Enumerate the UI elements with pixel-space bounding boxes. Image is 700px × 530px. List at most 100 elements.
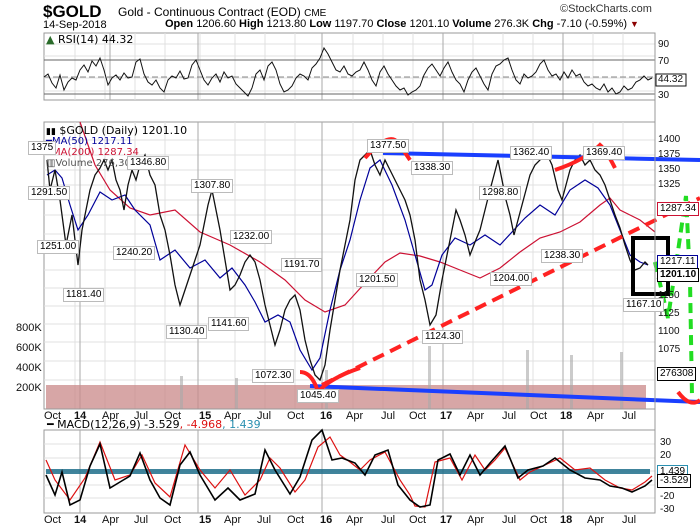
- x-tick: Jul: [502, 514, 517, 526]
- price-annotation: 1362.40: [510, 146, 553, 160]
- chart-date: 14-Sep-2018: [43, 19, 107, 31]
- x-tick: Jul: [257, 410, 272, 422]
- x-tick: 18: [560, 514, 573, 526]
- volume-value-tag: 276308: [657, 367, 697, 381]
- ma50-value-tag: 1217.11: [657, 255, 699, 269]
- close-label: Close: [376, 18, 407, 30]
- x-tick: 15: [199, 514, 212, 526]
- x-tick: Apr: [587, 410, 605, 422]
- instrument-name-text: Gold - Continuous Contract (EOD): [118, 5, 301, 19]
- brand-label: ©StockCharts.com: [560, 3, 652, 15]
- x-tick: Jul: [502, 410, 517, 422]
- price-annotation: 1377.50: [367, 139, 410, 153]
- price-annotation: 1072.30: [252, 369, 295, 383]
- x-tick: Apr: [467, 410, 485, 422]
- x-tick: Jul: [134, 514, 149, 526]
- svg-text:-30: -30: [660, 504, 675, 515]
- svg-text:30: 30: [660, 437, 672, 448]
- x-tick: Oct: [164, 514, 182, 526]
- volume-tick: 200K: [16, 382, 42, 394]
- low-value: 1197.70: [334, 18, 374, 30]
- exchange-label: CME: [304, 8, 327, 19]
- price-annotation: 1346.80: [127, 156, 170, 170]
- price-annotation: 1298.80: [479, 186, 522, 200]
- price-annotation: 1141.60: [208, 317, 250, 331]
- price-annotation: 1045.40: [297, 389, 340, 403]
- price-annotation: 1251.00: [37, 240, 80, 254]
- macd-legend: ━ MACD(12,26,9) -3.529, -4.968, 1.439: [47, 418, 261, 431]
- svg-text:-20: -20: [660, 491, 675, 502]
- y-tick: 1350: [658, 164, 681, 175]
- price-annotation: 1240.20: [113, 246, 156, 260]
- x-tick: Jul: [381, 410, 396, 422]
- volume-axis: 800K 600K 400K 200K: [16, 318, 42, 398]
- x-tick: 17: [440, 514, 453, 526]
- price-y-axis-lower: 1150 1125 1100 1075: [658, 287, 680, 359]
- volume-tick: 600K: [16, 342, 42, 354]
- chg-label: Chg: [532, 18, 554, 30]
- left-price-tag: 1375: [28, 141, 57, 155]
- volume-tick: 400K: [16, 362, 42, 374]
- price-legend-text: $GOLD (Daily) 1201.10: [59, 124, 188, 137]
- price-y-axis: 1400 1375 1350 1325: [658, 132, 680, 192]
- x-tick: 16: [320, 410, 333, 422]
- ma50-legend-text: MA(50) 1217.11: [52, 136, 133, 147]
- x-tick: Oct: [287, 410, 305, 422]
- x-tick: Oct: [409, 514, 427, 526]
- macd-panel: 30 20 10 -20 -30: [43, 428, 675, 515]
- rsi-mountain-icon: ▲: [46, 33, 55, 46]
- x-tick: 18: [560, 410, 573, 422]
- green-projection: [653, 195, 694, 397]
- price-annotation: 1307.80: [191, 179, 234, 193]
- y-tick: 1075: [658, 344, 681, 355]
- red-dashed-trendline: [321, 196, 700, 387]
- price-annotation: 1369.40: [583, 146, 626, 160]
- volume-value: 276.3K: [494, 18, 530, 30]
- open-label: Open: [165, 18, 194, 30]
- low-label: Low: [309, 18, 332, 30]
- rsi-legend: ▲ RSI(14) 44.32: [46, 33, 133, 46]
- ma200-legend-text: MA(200) 1287.34: [52, 147, 139, 158]
- x-tick: Oct: [530, 410, 548, 422]
- x-tick: Jul: [622, 514, 637, 526]
- down-arrow-icon: ▼: [630, 19, 639, 29]
- svg-text:30: 30: [658, 90, 670, 101]
- y-tick: 1375: [658, 149, 681, 160]
- volume-bars-icon: ▥: [46, 158, 56, 169]
- x-tick: Apr: [224, 514, 242, 526]
- svg-text:90: 90: [658, 39, 670, 50]
- symbol-title: $GOLD: [43, 2, 102, 21]
- x-tick: Oct: [44, 410, 62, 422]
- instrument-name: Gold - Continuous Contract (EOD) CME: [118, 5, 326, 19]
- y-tick: 1125: [658, 308, 680, 319]
- price-annotation: 1124.30: [422, 330, 464, 344]
- x-tick: Oct: [409, 410, 427, 422]
- open-value: 1206.60: [196, 18, 236, 30]
- price-annotation: 1291.50: [28, 186, 71, 200]
- x-tick: Apr: [102, 514, 120, 526]
- rsi-legend-text: RSI(14) 44.32: [57, 33, 134, 46]
- price-annotation: 1167.10: [623, 298, 665, 312]
- ma200-value-tag: 1287.34: [657, 202, 700, 216]
- price-annotation: 1238.30: [541, 249, 584, 263]
- y-tick: 1100: [658, 326, 680, 337]
- price-annotation: 1201.50: [356, 273, 399, 287]
- volume-tick: 800K: [16, 322, 42, 334]
- rsi-panel: 90 70 30: [43, 32, 687, 101]
- chg-value: -7.10 (-0.59%): [556, 18, 627, 30]
- x-tick: Apr: [587, 514, 605, 526]
- x-tick: Apr: [346, 514, 364, 526]
- price-bars-icon: ▮▮: [46, 127, 56, 137]
- x-tick: 14: [74, 514, 87, 526]
- x-tick: Jul: [622, 410, 637, 422]
- x-tick: 15: [199, 410, 212, 422]
- high-label: High: [239, 18, 264, 30]
- x-tick: 14: [74, 410, 87, 422]
- macd-legend-label: MACD(12,26,9): [57, 418, 141, 431]
- high-value: 1213.80: [266, 18, 307, 30]
- svg-text:70: 70: [658, 56, 670, 67]
- x-tick: 16: [320, 514, 333, 526]
- macd-value-tag: -3.529: [657, 474, 692, 488]
- signal-value: -4.968: [186, 418, 223, 431]
